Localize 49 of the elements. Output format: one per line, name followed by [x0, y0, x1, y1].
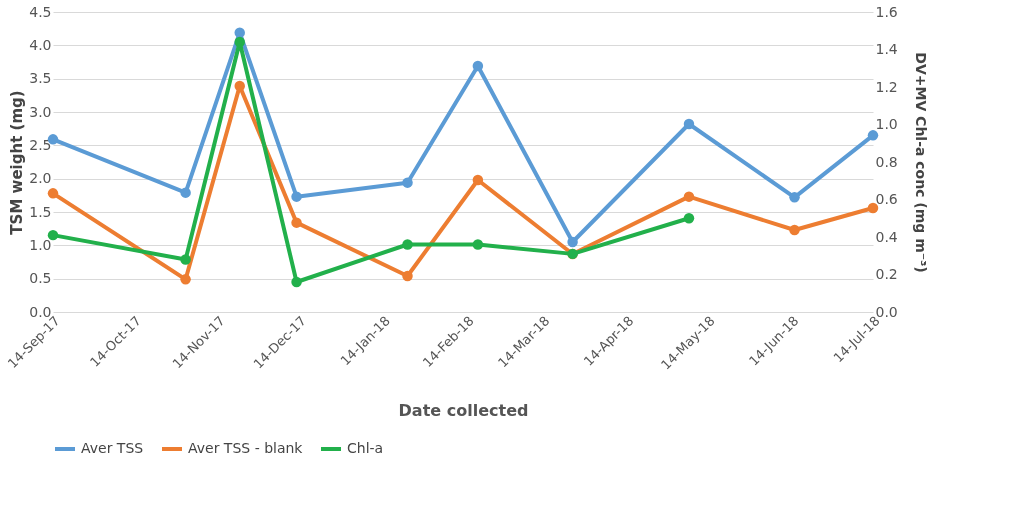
point [291, 217, 302, 228]
point [402, 177, 413, 188]
point [180, 254, 191, 265]
point [291, 276, 302, 288]
y-tick-label: 4.0 [29, 36, 52, 53]
legend-label: Chl-a [347, 440, 384, 456]
point [867, 130, 879, 141]
x-axis-title: Date collected [398, 400, 529, 420]
point [402, 239, 413, 250]
y2-tick-label: 1.6 [875, 3, 898, 20]
point [234, 80, 245, 92]
y-tick-label: 3.0 [29, 103, 52, 120]
point [402, 270, 413, 282]
y2-tick-label: 0.6 [875, 191, 898, 207]
y2-tick-label: 1.4 [875, 41, 898, 57]
point [180, 187, 191, 198]
y2-tick-label: 1.0 [875, 116, 898, 132]
y-tick-label: 4.5 [29, 3, 52, 20]
y2-tick-label: 1.2 [875, 78, 898, 95]
y-tick-label: 0.5 [29, 270, 52, 287]
point [472, 174, 484, 186]
y2-tick-label: 0.4 [875, 228, 898, 245]
point [472, 239, 484, 250]
point [867, 202, 879, 214]
y-tick-label: 2.0 [29, 170, 52, 187]
y-tick-label: 1.0 [29, 236, 52, 253]
point [683, 213, 695, 224]
point [47, 229, 59, 241]
point [47, 188, 59, 199]
y2-tick-label: 0.2 [875, 266, 898, 282]
y-tick-label: 2.5 [29, 136, 52, 153]
legend-label: Aver TSS - blank [188, 440, 304, 456]
y2-tick-label: 0.8 [875, 153, 898, 170]
point [567, 236, 578, 248]
point [291, 191, 302, 202]
point [789, 192, 800, 203]
point [472, 60, 484, 72]
y2-tick-label: 0.0 [875, 303, 898, 320]
y-tick-label: 3.5 [29, 70, 52, 87]
point [683, 191, 695, 202]
y-axis-title: TSM weight (mg) [8, 90, 27, 235]
y2-axis-title: DV+MV Chl-a conc (mg m⁻³) [912, 52, 929, 273]
point [234, 27, 245, 38]
point [683, 118, 695, 130]
point [234, 36, 245, 48]
y-tick-label: 1.5 [29, 203, 52, 220]
point [180, 274, 191, 285]
point [789, 224, 800, 236]
legend-label: Aver TSS [81, 440, 144, 456]
